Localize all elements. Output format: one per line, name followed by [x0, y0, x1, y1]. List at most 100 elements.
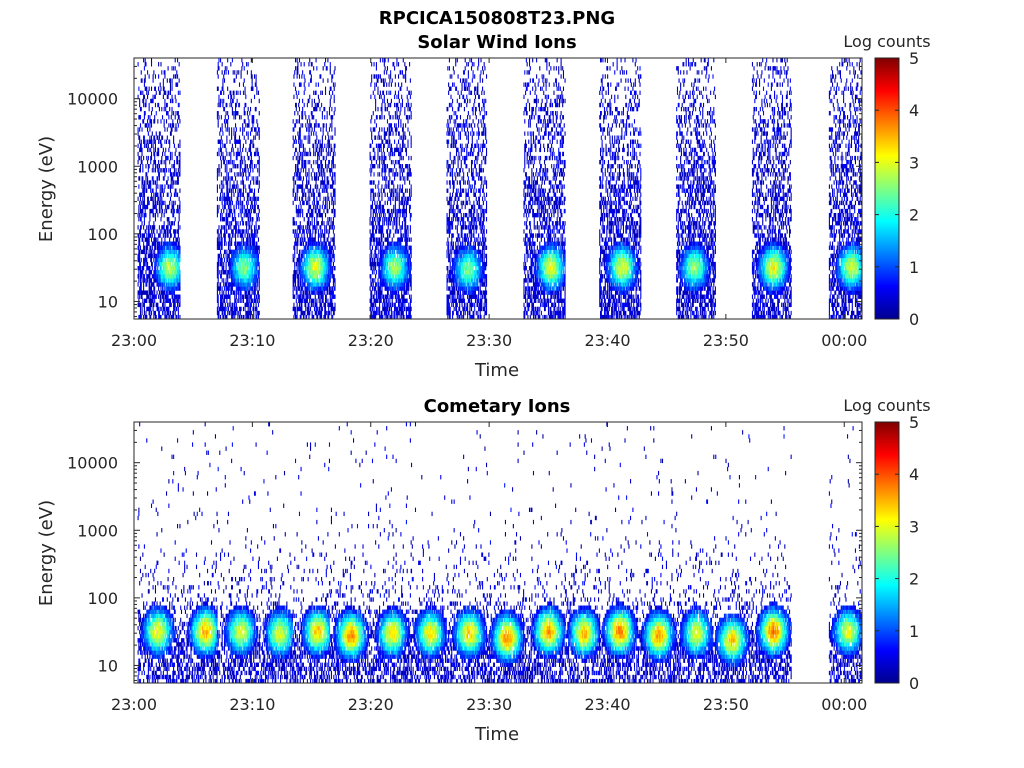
spectrogram-cell: [165, 91, 166, 95]
spectrogram-cell: [179, 119, 180, 123]
spectrogram-cell: [334, 225, 335, 229]
spectrogram-cell: [308, 62, 309, 66]
spectrogram-cell: [255, 135, 256, 139]
spectrogram-cell: [228, 95, 229, 99]
spectrogram-cell: [234, 172, 235, 176]
spectrogram-cell: [160, 295, 161, 299]
spectrogram-cell: [391, 307, 392, 311]
spectrogram-cell: [379, 307, 380, 311]
spectrogram-cell: [326, 242, 327, 246]
spectrogram-cell: [226, 229, 227, 233]
spectrogram-cell: [330, 278, 331, 282]
spectrogram-cell: [145, 74, 146, 78]
spectrogram-cell: [381, 78, 382, 82]
spectrogram-cell: [151, 193, 152, 197]
spectrogram-cell: [217, 205, 218, 209]
spectrogram-cell: [164, 225, 165, 229]
spectrogram-cell: [313, 148, 314, 152]
spectrogram-cell: [318, 201, 319, 205]
spectrogram-cell: [384, 270, 385, 274]
spectrogram-cell: [165, 205, 166, 209]
spectrogram-cell: [312, 229, 313, 233]
spectrogram-cell: [387, 107, 388, 111]
spectrogram-cell: [243, 180, 244, 184]
spectrogram-cell: [334, 307, 335, 311]
spectrogram-cell: [145, 103, 146, 107]
spectrogram-cell: [165, 148, 166, 152]
spectrogram-cell: [229, 213, 230, 217]
spectrogram-cell: [179, 144, 180, 148]
spectrogram-cell: [140, 205, 141, 209]
spectrogram-cell: [218, 270, 219, 274]
spectrogram-cell: [155, 217, 156, 221]
spectrogram-cell: [301, 225, 302, 229]
spectrogram-cell: [312, 127, 313, 131]
spectrogram-cell: [152, 262, 153, 266]
spectrogram-cell: [173, 205, 174, 209]
spectrogram-cell: [388, 290, 389, 294]
spectrogram-cell: [293, 144, 294, 148]
spectrogram-cell: [245, 91, 246, 95]
spectrogram-cell: [170, 168, 171, 172]
spectrogram-cell: [223, 266, 224, 270]
spectrogram-cell: [325, 135, 326, 139]
spectrogram-cell: [311, 123, 312, 127]
spectrogram-cell: [252, 82, 253, 86]
spectrogram-cell: [244, 197, 245, 201]
spectrogram-cell: [154, 299, 155, 303]
spectrogram-cell: [140, 303, 141, 307]
spectrogram-cell: [297, 119, 298, 123]
spectrogram-cell: [178, 307, 179, 311]
spectrogram-cell: [334, 180, 335, 184]
spectrogram-cell: [159, 176, 160, 180]
spectrogram-cell: [383, 242, 384, 246]
spectrogram-cell: [308, 201, 309, 205]
spectrogram-cell: [162, 209, 163, 213]
spectrogram-cell: [153, 209, 154, 213]
spectrogram-cell: [145, 58, 146, 62]
spectrogram-cell: [329, 201, 330, 205]
spectrogram-cell: [152, 254, 153, 258]
spectrogram-cell: [334, 87, 335, 91]
spectrogram-cell: [218, 95, 219, 99]
spectrogram-cell: [223, 262, 224, 266]
spectrogram-cell: [327, 78, 328, 82]
spectrogram-cell: [323, 295, 324, 299]
spectrogram-cell: [371, 135, 372, 139]
spectrogram-cell: [298, 205, 299, 209]
spectrogram-cell: [380, 91, 381, 95]
spectrogram-cell: [245, 140, 246, 144]
spectrogram-cell: [304, 201, 305, 205]
spectrogram-cell: [222, 295, 223, 299]
spectrogram-cell: [226, 290, 227, 294]
spectrogram-cell: [247, 70, 248, 74]
spectrogram-cell: [294, 152, 295, 156]
spectrogram-cell: [154, 286, 155, 290]
spectrogram-cell: [319, 233, 320, 237]
spectrogram-cell: [158, 87, 159, 91]
spectrogram-cell: [243, 184, 244, 188]
spectrogram-cell: [372, 217, 373, 221]
spectrogram-cell: [219, 254, 220, 258]
spectrogram-cell: [164, 103, 165, 107]
spectrogram-cell: [295, 282, 296, 286]
spectrogram-cell: [325, 197, 326, 201]
spectrogram-cell: [315, 295, 316, 299]
spectrogram-cell: [218, 258, 219, 262]
spectrogram-cell: [374, 172, 375, 176]
spectrogram-cell: [305, 246, 306, 250]
spectrogram-cell: [310, 221, 311, 225]
spectrogram-cell: [377, 311, 378, 315]
spectrogram-cell: [302, 160, 303, 164]
spectrogram-cell: [222, 140, 223, 144]
spectrogram-cell: [158, 307, 159, 311]
spectrogram-cell: [237, 189, 238, 193]
spectrogram-cell: [386, 299, 387, 303]
spectrogram-cell: [147, 205, 148, 209]
spectrogram-cell: [307, 152, 308, 156]
spectrogram-cell: [218, 225, 219, 229]
spectrogram-cell: [324, 107, 325, 111]
spectrogram-cell: [223, 184, 224, 188]
spectrogram-cell: [297, 176, 298, 180]
spectrogram-cell: [305, 193, 306, 197]
